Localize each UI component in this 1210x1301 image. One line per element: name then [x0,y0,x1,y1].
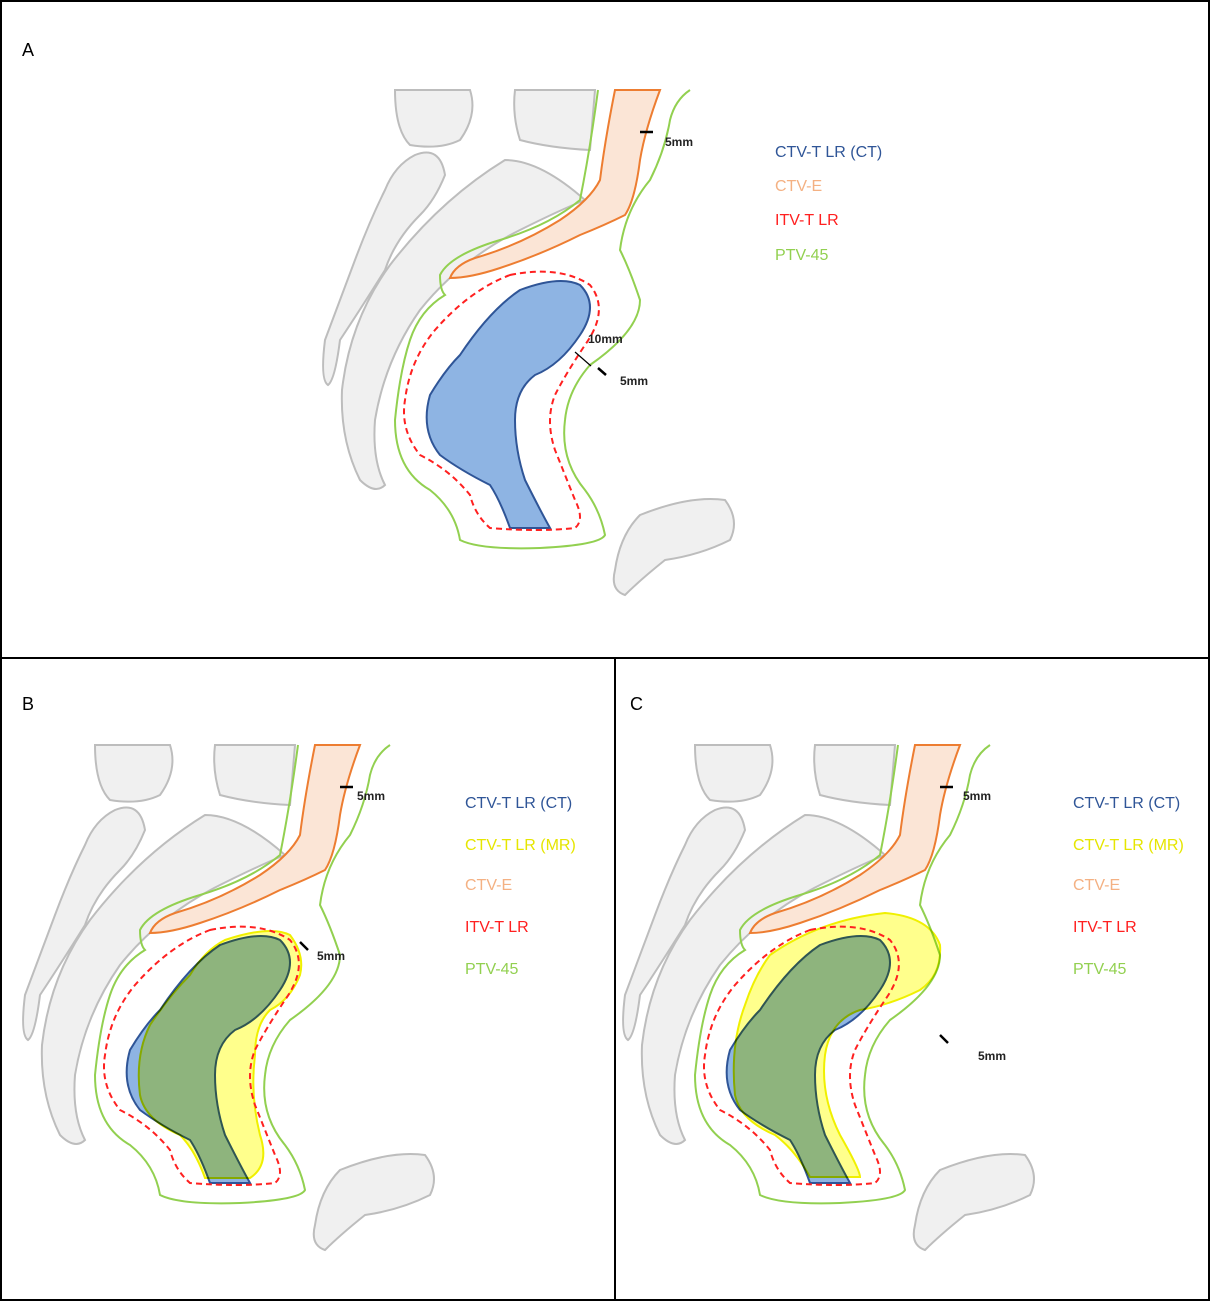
legend-entry: PTV-45 [465,961,518,978]
anatomy [813,744,897,807]
annotation: 5mm [978,1049,1006,1063]
ctv-e [748,744,962,935]
panel-label: A [22,40,34,60]
panel-label: C [630,694,643,714]
panel-c-drawing [622,744,1035,1252]
annotation: 5mm [357,789,385,803]
panel-label: B [22,694,34,714]
ptv-45 [393,89,691,550]
anatomy [213,744,297,807]
legend-entry: CTV-E [1073,877,1120,894]
annotation: 5mm [620,374,648,388]
legend-entry: ITV-T LR [775,212,839,229]
annotation: 5mm [317,949,345,963]
anatomy [622,806,747,1042]
annotation: 10mm [588,332,623,346]
anatomy [93,744,174,803]
anatomy [912,1153,1035,1252]
itv-t [103,925,300,1186]
ctv-t-ct [425,280,591,529]
anatomy [340,158,587,490]
legend-entry: PTV-45 [1073,961,1126,978]
ctv-e [148,744,362,935]
legend-entry: CTV-T LR (CT) [1073,795,1180,812]
legend-entry: CTV-T LR (MR) [465,837,576,854]
legend-entry: ITV-T LR [1073,919,1137,936]
anatomy [22,806,147,1042]
anatomy [513,89,597,152]
measure-arrow [574,351,592,367]
ctv-t-mr [732,911,942,1178]
measure-tick [597,367,607,376]
panel-a-drawing [322,89,735,597]
anatomy [640,813,887,1145]
annotation: 5mm [665,135,693,149]
anatomy [693,744,774,803]
legend-entry: CTV-E [465,877,512,894]
legend-entry: CTV-T LR (MR) [1073,837,1184,854]
anatomy [322,151,447,387]
ptv-45 [93,744,391,1205]
itv-t [403,270,600,531]
anatomy [393,89,474,148]
legend-entry: ITV-T LR [465,919,529,936]
ctv-t-mr [137,930,303,1179]
legend-entry: PTV-45 [775,247,828,264]
measure-tick [299,941,309,951]
panel-b-drawing [22,744,435,1252]
annotation: 5mm [963,789,991,803]
anatomy [312,1153,435,1252]
anatomy [612,498,735,597]
ctv-e [448,89,662,280]
legend-entry: CTV-T LR (CT) [465,795,572,812]
legend-entry: CTV-E [775,178,822,195]
measure-tick [939,1034,949,1044]
itv-t [703,925,900,1186]
anatomy [40,813,287,1145]
ptv-45 [693,744,991,1205]
legend-entry: CTV-T LR (CT) [775,144,882,161]
